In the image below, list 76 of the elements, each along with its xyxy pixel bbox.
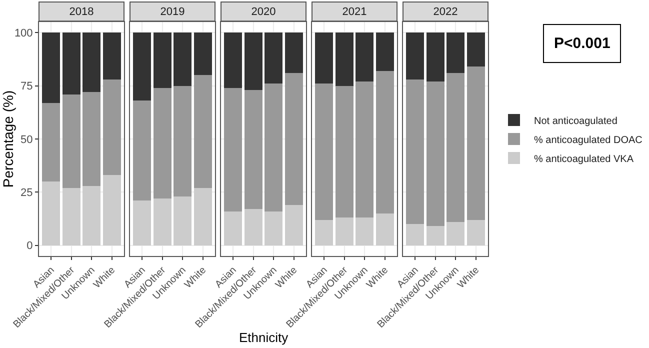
bar xyxy=(264,32,283,84)
bar xyxy=(466,32,485,67)
text: P<0.001 xyxy=(554,35,610,52)
bar xyxy=(446,73,465,222)
x-axis-title: Ethnicity xyxy=(239,330,289,345)
bar xyxy=(153,88,172,199)
bar xyxy=(42,182,60,246)
bar xyxy=(406,79,424,224)
bar xyxy=(466,66,485,220)
bar xyxy=(102,79,121,176)
bar xyxy=(62,32,80,94)
bar xyxy=(82,186,101,246)
y-tick-label: 25 xyxy=(20,187,33,200)
bar xyxy=(194,32,212,76)
bar xyxy=(426,82,444,226)
bar xyxy=(224,32,242,88)
bar xyxy=(406,32,424,80)
bar xyxy=(224,211,242,246)
bar xyxy=(244,209,262,246)
bar xyxy=(62,188,80,246)
legend-label: Not anticoagulated xyxy=(534,116,618,127)
legend-label: % anticoagulated DOAC xyxy=(534,134,642,146)
bar xyxy=(82,92,101,186)
bar xyxy=(133,100,152,201)
bar xyxy=(174,196,192,246)
bar xyxy=(426,226,444,246)
bar xyxy=(42,102,60,182)
bar xyxy=(133,200,152,246)
bar xyxy=(376,32,394,71)
bar xyxy=(335,86,354,218)
chart-title: 2022 xyxy=(433,6,458,18)
chart-title: 2021 xyxy=(342,6,367,18)
bar xyxy=(426,32,444,82)
bar xyxy=(133,32,152,101)
chart-title: 2019 xyxy=(160,6,185,18)
bar xyxy=(82,32,101,92)
bar xyxy=(376,213,394,246)
bar xyxy=(315,220,334,246)
bar xyxy=(466,220,485,246)
bar xyxy=(356,218,374,246)
bar xyxy=(335,32,354,86)
bar xyxy=(194,188,212,246)
bar xyxy=(356,32,374,82)
bar xyxy=(264,84,283,212)
bar xyxy=(42,32,60,103)
bar xyxy=(315,84,334,220)
bar xyxy=(62,94,80,188)
y-tick-label: 0 xyxy=(26,240,33,252)
chart-title: 2020 xyxy=(251,6,276,18)
y-tick-label: 100 xyxy=(14,27,33,40)
bar xyxy=(244,90,262,210)
bar xyxy=(244,32,262,90)
legend-label: % anticoagulated VKA xyxy=(534,154,634,165)
bar xyxy=(174,86,192,196)
bar xyxy=(102,32,121,80)
bar xyxy=(174,32,192,86)
bar xyxy=(406,224,424,246)
bar xyxy=(284,204,303,246)
y-tick-label: 50 xyxy=(20,134,33,146)
bar xyxy=(315,32,334,84)
y-tick-label: 75 xyxy=(20,80,33,93)
bar xyxy=(356,82,374,218)
bar xyxy=(264,211,283,246)
bar xyxy=(194,75,212,188)
chart-title: 2018 xyxy=(69,6,94,18)
bar xyxy=(284,32,303,74)
bar xyxy=(153,32,172,88)
bar xyxy=(335,218,354,246)
y-axis-title: Percentage (%) xyxy=(0,90,16,188)
bar xyxy=(224,88,242,212)
bar xyxy=(284,73,303,205)
bar xyxy=(446,222,465,246)
bar xyxy=(102,175,121,246)
bar xyxy=(153,198,172,246)
bar xyxy=(376,70,394,214)
bar xyxy=(446,32,465,74)
